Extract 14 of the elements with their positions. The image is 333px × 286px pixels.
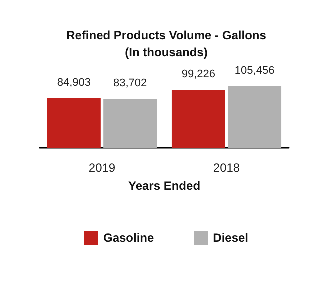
bar <box>228 86 282 148</box>
x-tick-label: 2018 <box>213 161 240 175</box>
legend-label: Gasoline <box>103 231 154 245</box>
data-label: 84,903 <box>57 76 92 89</box>
x-axis-title: Years Ended <box>128 179 201 193</box>
bar <box>172 90 226 148</box>
bar <box>47 98 101 148</box>
legend-label: Diesel <box>213 231 249 245</box>
data-label: 83,702 <box>113 78 148 90</box>
data-label: 105,456 <box>234 64 275 77</box>
x-tick-label: 2019 <box>88 161 116 175</box>
bar <box>104 99 158 148</box>
chart-title: Refined Products Volume - Gallons (In thousands) <box>66 28 267 60</box>
data-label: 99,226 <box>182 68 216 81</box>
